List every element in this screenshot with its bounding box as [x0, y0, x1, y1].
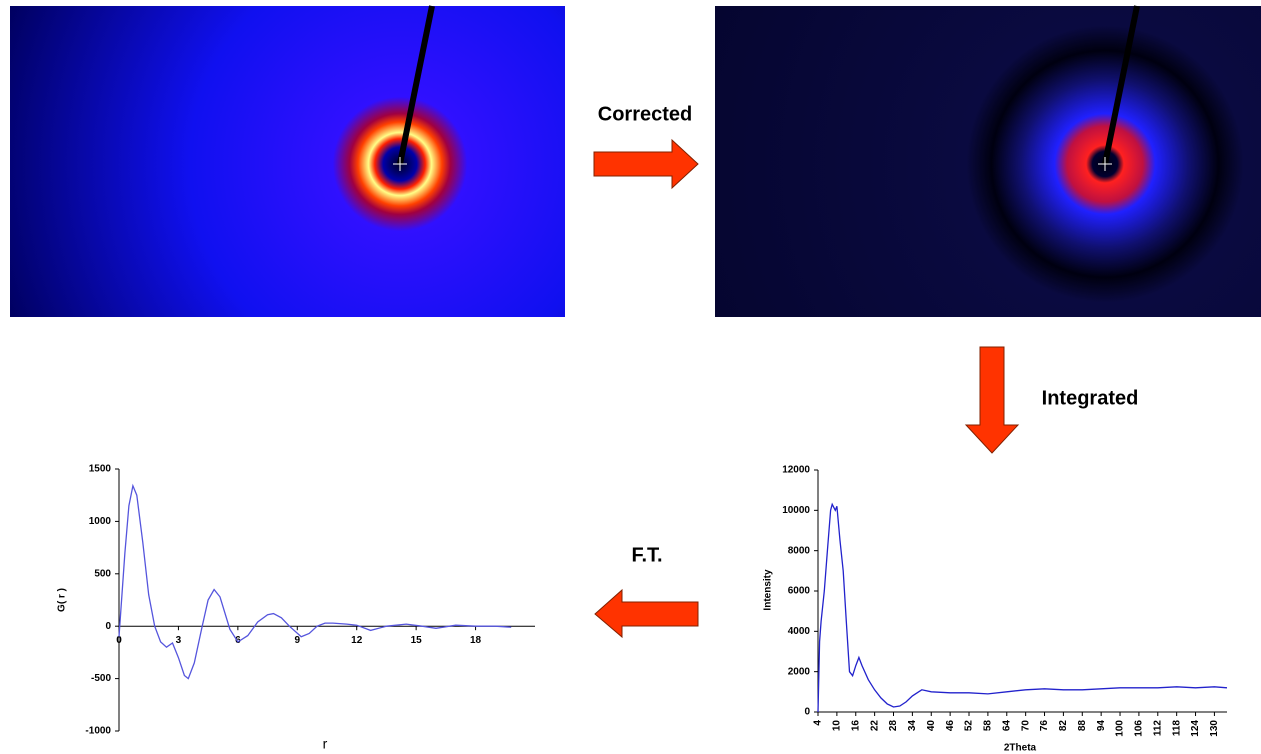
step-label: Corrected [598, 103, 692, 125]
arrow-right [594, 140, 698, 188]
y-tick-label: 0 [105, 621, 111, 632]
x-axis-title: r [323, 736, 328, 752]
x-tick-label: 52 [964, 720, 975, 732]
x-axis-title: 2Theta [1004, 743, 1037, 754]
y-tick-label: 1000 [89, 516, 112, 527]
arrow-down [966, 347, 1018, 453]
y-tick-label: 4000 [788, 626, 811, 637]
x-tick-label: 9 [295, 635, 301, 646]
x-tick-label: 28 [888, 720, 899, 732]
data-line [818, 504, 1227, 712]
y-tick-label: 6000 [788, 586, 811, 597]
raw-image [10, 6, 565, 317]
x-tick-label: 130 [1209, 720, 1220, 737]
step-label: Integrated [1042, 387, 1139, 409]
x-tick-label: 4 [813, 720, 824, 726]
y-axis-title: Intensity [763, 569, 774, 611]
x-tick-label: 10 [832, 720, 843, 732]
x-tick-label: 18 [470, 635, 482, 646]
x-tick-label: 88 [1077, 720, 1088, 732]
x-tick-label: 40 [926, 720, 937, 732]
y-tick-label: 2000 [788, 666, 811, 677]
y-tick-label: -500 [91, 673, 111, 684]
y-tick-label: 0 [804, 707, 810, 718]
x-tick-label: 118 [1171, 720, 1182, 737]
x-tick-label: 12 [351, 635, 363, 646]
x-tick-label: 82 [1058, 720, 1069, 732]
y-tick-label: 10000 [782, 505, 810, 516]
x-tick-label: 46 [945, 720, 956, 732]
x-tick-label: 22 [869, 720, 880, 732]
x-tick-label: 34 [907, 720, 918, 732]
x-tick-label: 15 [411, 635, 423, 646]
x-tick-label: 16 [850, 720, 861, 732]
y-tick-label: 8000 [788, 545, 811, 556]
x-tick-label: 58 [983, 720, 994, 732]
y-axis-title: G( r ) [57, 588, 68, 612]
y-tick-label: 1500 [89, 464, 112, 475]
x-tick-label: 94 [1096, 720, 1107, 732]
y-tick-label: 12000 [782, 465, 810, 476]
x-tick-label: 70 [1020, 720, 1031, 732]
x-tick-label: 64 [1001, 720, 1012, 732]
x-tick-label: 100 [1115, 720, 1126, 737]
arrow-left [595, 590, 698, 637]
corrected-image [715, 6, 1261, 317]
x-tick-label: 112 [1152, 720, 1163, 737]
data-line [119, 486, 511, 679]
diagram: Corrected Integrated F.T. -1000 -500 0 500 1… [0, 0, 1261, 754]
x-tick-label: 124 [1190, 720, 1201, 737]
step-label: F.T. [631, 544, 662, 566]
x-tick-label: 76 [1039, 720, 1050, 732]
y-tick-label: 500 [94, 568, 111, 579]
x-tick-label: 106 [1134, 720, 1145, 737]
x-tick-label: 3 [176, 635, 182, 646]
y-tick-label: -1000 [85, 726, 111, 737]
